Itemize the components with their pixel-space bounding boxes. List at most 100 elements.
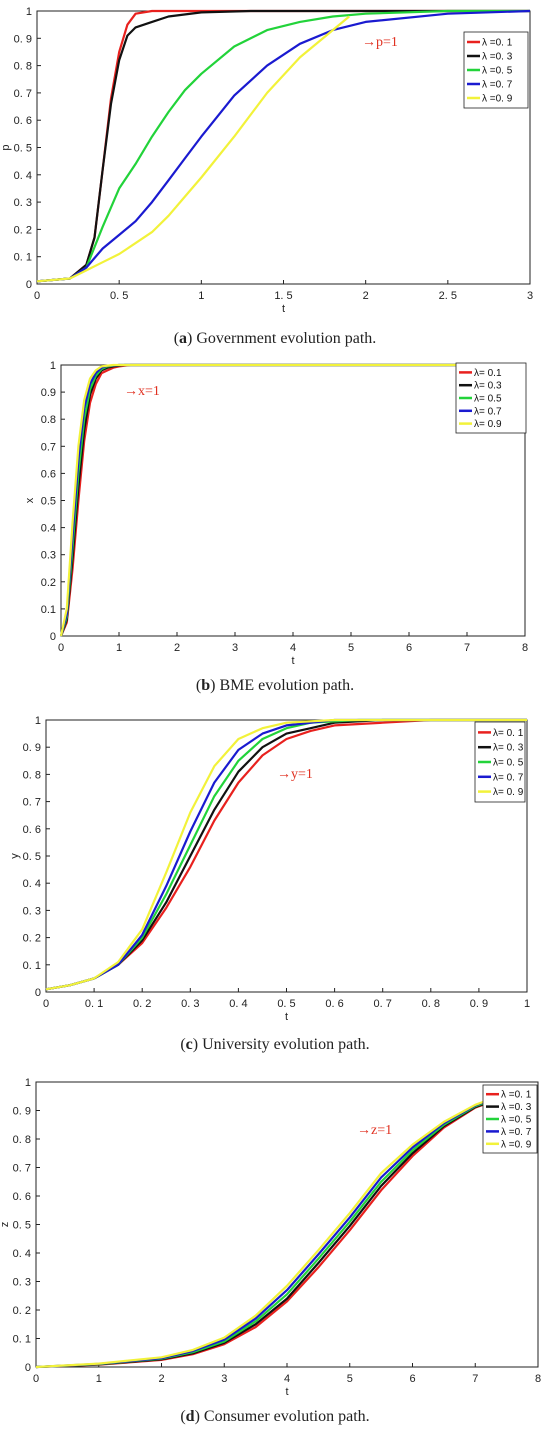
y-axis-label: y <box>9 853 21 859</box>
x-tick-label: 0. 2 <box>133 998 151 1010</box>
y-tick-label: 0.1 <box>41 604 56 616</box>
x-axis-label: t <box>285 1386 288 1398</box>
plot-area <box>35 1081 539 1368</box>
x-tick-label: 6 <box>409 1373 415 1385</box>
x-tick-label: 0. 3 <box>181 998 199 1010</box>
university-chart: 0 0. 1 0. 2 0. 3 0. 4 0. 5 0. 6 0. 7 0. 8 0. 9 1 0 0… <box>9 715 530 1023</box>
x-axis-label: t <box>291 655 294 667</box>
x-tick-label: 5 <box>347 1373 353 1385</box>
equilibrium-annotation: →y=1 <box>277 767 313 782</box>
legend-label: λ =0. 7 <box>501 1127 532 1138</box>
y-tick-label: 0. 4 <box>23 878 41 890</box>
legend-label: λ= 0. 1 <box>493 728 524 739</box>
legend-label: λ =0. 3 <box>501 1102 532 1113</box>
series-line-blue <box>36 9 531 283</box>
x-tick-label: 0. 7 <box>374 998 392 1010</box>
x-tick-label: 0. 8 <box>422 998 440 1010</box>
series-line-green <box>36 9 530 283</box>
legend-box <box>463 31 529 109</box>
x-tick-label: 1 <box>116 642 122 654</box>
y-tick-label: 0. 3 <box>23 905 41 917</box>
y-tick-label: 0. 2 <box>13 1305 31 1317</box>
x-tick-label: 1 <box>96 1373 102 1385</box>
y-tick-label: 0. 2 <box>23 933 41 945</box>
y-tick-label: 0.8 <box>41 414 56 426</box>
legend-label: λ =0. 5 <box>501 1115 532 1126</box>
y-tick-label: 0. 1 <box>14 252 32 264</box>
legend-label: λ= 0. 3 <box>493 743 524 754</box>
y-tick-label: 1 <box>25 1077 31 1089</box>
legend-label: λ =0. 7 <box>482 80 513 91</box>
x-tick-label: 3 <box>527 290 533 302</box>
legend-label: λ =0. 5 <box>482 66 513 77</box>
y-tick-label: 0. 9 <box>23 742 41 754</box>
y-tick-label: 1 <box>26 6 32 18</box>
series-line-black <box>36 9 530 283</box>
x-tick-label: 4 <box>290 642 296 654</box>
x-tick-label: 1 <box>524 998 530 1010</box>
x-tick-label: 7 <box>464 642 470 654</box>
x-tick-label: 3 <box>232 642 238 654</box>
y-tick-label: 0. 5 <box>13 1220 31 1232</box>
y-tick-label: 0. 4 <box>13 1248 31 1260</box>
legend-label: λ= 0.9 <box>474 419 502 430</box>
x-tick-label: 1 <box>198 290 204 302</box>
y-tick-label: 0. 9 <box>14 33 32 45</box>
equilibrium-annotation: →x=1 <box>124 384 160 399</box>
legend-label: λ= 0. 7 <box>493 772 524 783</box>
legend-label: λ =0. 9 <box>501 1139 532 1150</box>
bme-chart: 0 1 2 3 4 5 6 7 8 0 0.1 0.2 0.3 0.4 0.5 0.6 0.7 0.8 0.9 1 t x… <box>24 360 528 667</box>
x-tick-label: 0. 5 <box>277 998 295 1010</box>
y-tick-label: 0.9 <box>41 387 56 399</box>
x-tick-label: 1. 5 <box>274 290 292 302</box>
y-tick-label: 0 <box>26 279 32 291</box>
y-tick-label: 0. 8 <box>13 1134 31 1146</box>
legend-label: λ= 0.3 <box>474 381 502 392</box>
x-tick-label: 0. 9 <box>470 998 488 1010</box>
y-tick-label: 0.6 <box>41 468 56 480</box>
y-tick-label: 0.3 <box>41 550 56 562</box>
chart-panel-university: 0 0. 1 0. 2 0. 3 0. 4 0. 5 0. 6 0. 7 0. 8 0. 9 1 0 0… <box>0 710 550 1060</box>
y-tick-label: 0.2 <box>41 577 56 589</box>
y-axis-label: p <box>0 144 12 150</box>
y-tick-label: 0. 5 <box>23 851 41 863</box>
y-tick-label: 0. 6 <box>13 1191 31 1203</box>
caption-government: (a) Government evolution path. <box>173 330 377 347</box>
y-tick-label: 0. 4 <box>14 170 32 182</box>
x-tick-label: 0 <box>33 1373 39 1385</box>
x-tick-label: 0 <box>58 642 64 654</box>
y-tick-label: 0. 3 <box>13 1277 31 1289</box>
y-tick-label: 0 <box>35 987 41 999</box>
legend-label: λ= 0.7 <box>474 406 502 417</box>
x-tick-label: 2 <box>174 642 180 654</box>
y-tick-label: 0. 5 <box>14 143 32 155</box>
y-tick-label: 0. 3 <box>14 197 32 209</box>
x-tick-label: 0 <box>43 998 49 1010</box>
y-tick-label: 0. 1 <box>13 1334 31 1346</box>
y-tick-label: 0. 7 <box>14 88 32 100</box>
x-tick-label: 4 <box>284 1373 290 1385</box>
x-tick-label: 0 <box>34 290 40 302</box>
x-tick-label: 0. 6 <box>325 998 343 1010</box>
x-tick-label: 2 <box>363 290 369 302</box>
y-tick-label: 0. 8 <box>23 769 41 781</box>
x-tick-label: 3 <box>221 1373 227 1385</box>
x-tick-label: 0. 5 <box>110 290 128 302</box>
legend-label: λ =0. 3 <box>482 52 513 63</box>
y-tick-label: 0. 7 <box>13 1163 31 1175</box>
y-tick-label: 0. 7 <box>23 797 41 809</box>
y-tick-label: 1 <box>35 715 41 727</box>
y-tick-label: 0. 8 <box>14 61 32 73</box>
x-tick-label: 7 <box>472 1373 478 1385</box>
plot-area <box>60 364 526 637</box>
y-tick-label: 1 <box>50 360 56 372</box>
y-tick-label: 0. 9 <box>13 1106 31 1118</box>
x-tick-label: 2. 5 <box>439 290 457 302</box>
equilibrium-annotation: →z=1 <box>357 1123 392 1138</box>
y-tick-label: 0.4 <box>41 523 56 535</box>
caption-university: (c) University evolution path. <box>180 1036 370 1053</box>
y-tick-label: 0.5 <box>41 496 56 508</box>
legend-label: λ= 0.1 <box>474 368 502 379</box>
y-axis-label: x <box>24 497 36 503</box>
legend-label: λ =0. 1 <box>482 38 513 49</box>
